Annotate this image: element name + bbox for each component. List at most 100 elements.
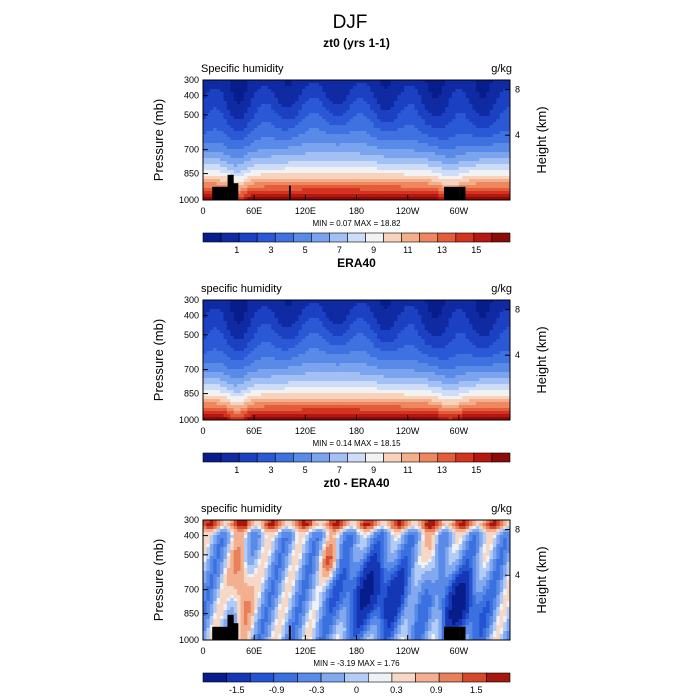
page-title: DJF: [333, 12, 368, 33]
heatmap-cell: [220, 324, 224, 328]
heatmap-cell: [329, 173, 334, 177]
heatmap-cell: [295, 182, 299, 186]
heatmap-cell: [366, 152, 371, 156]
heatmap-cell: [373, 95, 378, 99]
heatmap-cell: [264, 98, 269, 102]
heatmap-cell: [489, 95, 494, 99]
heatmap-cell: [247, 119, 252, 123]
heatmap-cell: [390, 176, 395, 180]
heatmap-cell: [482, 125, 487, 129]
heatmap-cell: [298, 330, 303, 334]
heatmap-cell: [407, 161, 412, 165]
heatmap-cell: [243, 197, 248, 201]
heatmap-cell: [424, 182, 429, 186]
heatmap-cell: [475, 95, 480, 99]
heatmap-cell: [284, 95, 289, 99]
heatmap-cell: [291, 324, 296, 328]
heatmap-cell: [492, 128, 497, 132]
heatmap-cell: [295, 152, 299, 156]
heatmap-cell: [243, 140, 248, 144]
heatmap-cell: [237, 354, 241, 358]
heatmap-cell: [332, 140, 337, 144]
heatmap-cell: [465, 167, 470, 171]
heatmap-cell: [503, 173, 507, 177]
heatmap-cell: [233, 122, 238, 126]
heatmap-cell: [223, 89, 228, 93]
heatmap-cell: [305, 354, 310, 358]
heatmap-cell: [424, 95, 429, 99]
heatmap-cell: [260, 390, 265, 394]
heatmap-cell: [216, 173, 221, 177]
heatmap-cell: [250, 369, 255, 373]
heatmap-cell: [233, 300, 238, 304]
heatmap-cell: [291, 188, 296, 192]
heatmap-cell: [458, 182, 463, 186]
heatmap-cell: [223, 327, 228, 331]
heatmap-cell: [203, 363, 207, 367]
heatmap-cell: [243, 194, 248, 198]
heatmap-cell: [267, 369, 272, 373]
heatmap-cell: [411, 95, 415, 99]
heatmap-cell: [226, 134, 231, 138]
heatmap-cell: [223, 315, 228, 319]
heatmap-cell: [237, 119, 241, 123]
heatmap-cell: [247, 149, 252, 153]
heatmap-cell: [213, 324, 218, 328]
heatmap-cell: [288, 170, 293, 174]
heatmap-cell: [220, 417, 224, 421]
heatmap-cell: [243, 363, 248, 367]
heatmap-cell: [486, 179, 490, 183]
heatmap-cell: [421, 125, 426, 129]
heatmap-cell: [237, 95, 241, 99]
heatmap-cell: [260, 155, 265, 159]
heatmap-cell: [489, 188, 494, 192]
heatmap-cell: [230, 140, 235, 144]
heatmap-cell: [356, 188, 361, 192]
heatmap-cell: [397, 137, 402, 141]
heatmap-cell: [291, 191, 296, 195]
heatmap-cell: [271, 140, 276, 144]
heatmap-cell: [257, 176, 262, 180]
heatmap-cell: [220, 140, 224, 144]
heatmap-cell: [267, 188, 272, 192]
heatmap-cell: [301, 155, 306, 159]
heatmap-cell: [482, 161, 487, 165]
heatmap-cell: [452, 113, 456, 117]
heatmap-cell: [312, 399, 316, 403]
heatmap-cell: [469, 83, 473, 87]
heatmap-cell: [452, 128, 456, 132]
heatmap-cell: [479, 137, 484, 141]
heatmap-cell: [322, 185, 327, 189]
heatmap-cell: [465, 146, 470, 150]
heatmap-cell: [264, 381, 269, 385]
heatmap-cell: [445, 134, 449, 138]
heatmap-cell: [312, 303, 316, 307]
heatmap-cell: [301, 360, 306, 364]
heatmap-cell: [387, 158, 392, 162]
heatmap-cell: [220, 98, 224, 102]
heatmap-cell: [260, 414, 265, 418]
heatmap-cell: [243, 381, 248, 385]
heatmap-cell: [469, 176, 473, 180]
heatmap-cell: [243, 179, 248, 183]
heatmap-cell: [226, 98, 231, 102]
heatmap-cell: [363, 164, 368, 168]
heatmap-cell: [274, 116, 279, 120]
heatmap-cell: [383, 167, 388, 171]
topography-block: [227, 174, 234, 200]
heatmap-cell: [421, 152, 426, 156]
heatmap-cell: [206, 399, 211, 403]
heatmap-cell: [267, 345, 272, 349]
heatmap-cell: [298, 411, 303, 415]
heatmap-cell: [452, 83, 456, 87]
heatmap-cell: [499, 173, 504, 177]
heatmap-cell: [455, 104, 460, 108]
heatmap-cell: [387, 95, 392, 99]
heatmap-cell: [247, 363, 252, 367]
heatmap-cell: [414, 83, 419, 87]
heatmap-cell: [353, 161, 357, 165]
heatmap-cell: [301, 122, 306, 126]
heatmap-cell: [479, 86, 484, 90]
heatmap-cell: [332, 104, 337, 108]
heatmap-cell: [308, 345, 313, 349]
